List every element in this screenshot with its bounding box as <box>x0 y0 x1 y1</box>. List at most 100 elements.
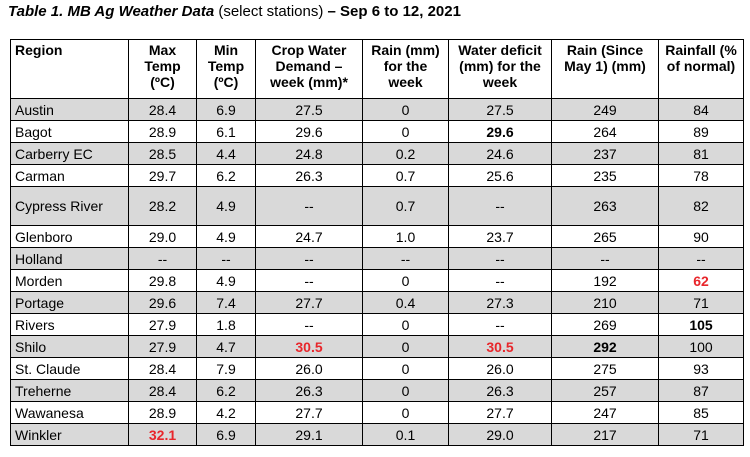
cell-rainfall-percent: 105 <box>658 313 744 336</box>
cell-crop-water-demand: 29.1 <box>255 423 363 446</box>
table-row: Cypress River 28.2 4.9 -- 0.7 -- 263 82 <box>10 186 744 226</box>
cell-max-temp: -- <box>128 247 197 270</box>
cell-rain-week: 0.7 <box>362 164 449 187</box>
cell-rain-since-may: 210 <box>551 291 659 314</box>
cell-rain-week: 0 <box>362 313 449 336</box>
table-row: Glenboro 29.0 4.9 24.7 1.0 23.7 265 90 <box>10 225 744 248</box>
cell-water-deficit: 29.6 <box>448 120 552 143</box>
cell-rain-since-may: 275 <box>551 357 659 380</box>
cell-rainfall-percent: 100 <box>658 335 744 358</box>
cell-max-temp: 27.9 <box>128 335 197 358</box>
cell-crop-water-demand: 24.7 <box>255 225 363 248</box>
column-header-water-deficit: Water deficit (mm) for the week <box>448 39 552 99</box>
weather-data-table: Region Max Temp (ºC) Min Temp (ºC) Crop … <box>10 39 744 446</box>
cell-rain-since-may: 237 <box>551 142 659 165</box>
table-row: St. Claude 28.4 7.9 26.0 0 26.0 275 93 <box>10 357 744 380</box>
cell-crop-water-demand: 27.7 <box>255 401 363 424</box>
cell-max-temp: 28.4 <box>128 357 197 380</box>
cell-water-deficit: 27.5 <box>448 98 552 121</box>
cell-rainfall-percent: 93 <box>658 357 744 380</box>
cell-crop-water-demand: 27.7 <box>255 291 363 314</box>
cell-water-deficit: 26.0 <box>448 357 552 380</box>
cell-max-temp: 28.4 <box>128 98 197 121</box>
cell-water-deficit: 23.7 <box>448 225 552 248</box>
cell-rainfall-percent: 90 <box>658 225 744 248</box>
column-header-min-temp: Min Temp (ºC) <box>196 39 256 99</box>
table-title: Table 1. MB Ag Weather Data <box>8 3 215 20</box>
cell-water-deficit: -- <box>448 313 552 336</box>
table-row: Portage 29.6 7.4 27.7 0.4 27.3 210 71 <box>10 291 744 314</box>
cell-rainfall-percent: 87 <box>658 379 744 402</box>
cell-min-temp: 6.2 <box>196 164 256 187</box>
cell-max-temp: 29.0 <box>128 225 197 248</box>
cell-min-temp: 4.7 <box>196 335 256 358</box>
cell-rain-since-may: 292 <box>551 335 659 358</box>
cell-rain-week: 0.2 <box>362 142 449 165</box>
cell-rain-since-may: 269 <box>551 313 659 336</box>
cell-crop-water-demand: 26.3 <box>255 379 363 402</box>
table-row: Wawanesa 28.9 4.2 27.7 0 27.7 247 85 <box>10 401 744 424</box>
cell-rain-since-may: 235 <box>551 164 659 187</box>
cell-max-temp: 28.5 <box>128 142 197 165</box>
cell-region: Treherne <box>10 379 129 402</box>
cell-rain-week: 0 <box>362 120 449 143</box>
cell-rain-since-may: 249 <box>551 98 659 121</box>
cell-min-temp: 4.4 <box>196 142 256 165</box>
cell-min-temp: 4.9 <box>196 186 256 226</box>
cell-region: Bagot <box>10 120 129 143</box>
column-header-max-temp: Max Temp (ºC) <box>128 39 197 99</box>
table-date-range: – Sep 6 to 12, 2021 <box>327 3 461 20</box>
cell-max-temp: 28.4 <box>128 379 197 402</box>
cell-rain-week: 0 <box>362 335 449 358</box>
table-caption: Table 1. MB Ag Weather Data (select stat… <box>8 3 461 20</box>
cell-water-deficit: -- <box>448 269 552 292</box>
cell-rainfall-percent: 84 <box>658 98 744 121</box>
cell-min-temp: 7.4 <box>196 291 256 314</box>
cell-region: Carman <box>10 164 129 187</box>
cell-crop-water-demand: 24.8 <box>255 142 363 165</box>
cell-rain-week: 0 <box>362 401 449 424</box>
cell-rain-since-may: 247 <box>551 401 659 424</box>
cell-min-temp: 6.9 <box>196 423 256 446</box>
cell-water-deficit: 27.7 <box>448 401 552 424</box>
cell-water-deficit: 26.3 <box>448 379 552 402</box>
cell-crop-water-demand: 27.5 <box>255 98 363 121</box>
cell-region: Portage <box>10 291 129 314</box>
cell-water-deficit: -- <box>448 247 552 270</box>
cell-rain-since-may: 263 <box>551 186 659 226</box>
cell-water-deficit: 25.6 <box>448 164 552 187</box>
cell-crop-water-demand: 29.6 <box>255 120 363 143</box>
cell-rainfall-percent: 71 <box>658 291 744 314</box>
cell-rain-week: 0 <box>362 269 449 292</box>
cell-region: Holland <box>10 247 129 270</box>
column-header-region: Region <box>10 39 129 99</box>
cell-rain-since-may: 265 <box>551 225 659 248</box>
cell-water-deficit: 27.3 <box>448 291 552 314</box>
cell-max-temp: 28.2 <box>128 186 197 226</box>
cell-region: Glenboro <box>10 225 129 248</box>
cell-rain-since-may: -- <box>551 247 659 270</box>
cell-region: Rivers <box>10 313 129 336</box>
table-row: Winkler 32.1 6.9 29.1 0.1 29.0 217 71 <box>10 423 744 446</box>
cell-min-temp: 4.9 <box>196 269 256 292</box>
cell-rainfall-percent: 81 <box>658 142 744 165</box>
table-header-row: Region Max Temp (ºC) Min Temp (ºC) Crop … <box>10 39 744 99</box>
table-subtitle: (select stations) <box>218 3 324 20</box>
cell-max-temp: 28.9 <box>128 120 197 143</box>
table-body: Austin 28.4 6.9 27.5 0 27.5 249 84 Bagot 28.9 6.1 2… <box>10 98 744 446</box>
cell-min-temp: 6.2 <box>196 379 256 402</box>
cell-rain-week: 1.0 <box>362 225 449 248</box>
cell-region: St. Claude <box>10 357 129 380</box>
table-row: Carberry EC 28.5 4.4 24.8 0.2 24.6 237 81 <box>10 142 744 165</box>
cell-water-deficit: 30.5 <box>448 335 552 358</box>
cell-water-deficit: 29.0 <box>448 423 552 446</box>
cell-water-deficit: -- <box>448 186 552 226</box>
cell-max-temp: 28.9 <box>128 401 197 424</box>
cell-min-temp: 7.9 <box>196 357 256 380</box>
table-row: Austin 28.4 6.9 27.5 0 27.5 249 84 <box>10 98 744 121</box>
cell-region: Winkler <box>10 423 129 446</box>
cell-region: Wawanesa <box>10 401 129 424</box>
cell-crop-water-demand: 26.3 <box>255 164 363 187</box>
cell-rain-since-may: 217 <box>551 423 659 446</box>
cell-max-temp: 32.1 <box>128 423 197 446</box>
